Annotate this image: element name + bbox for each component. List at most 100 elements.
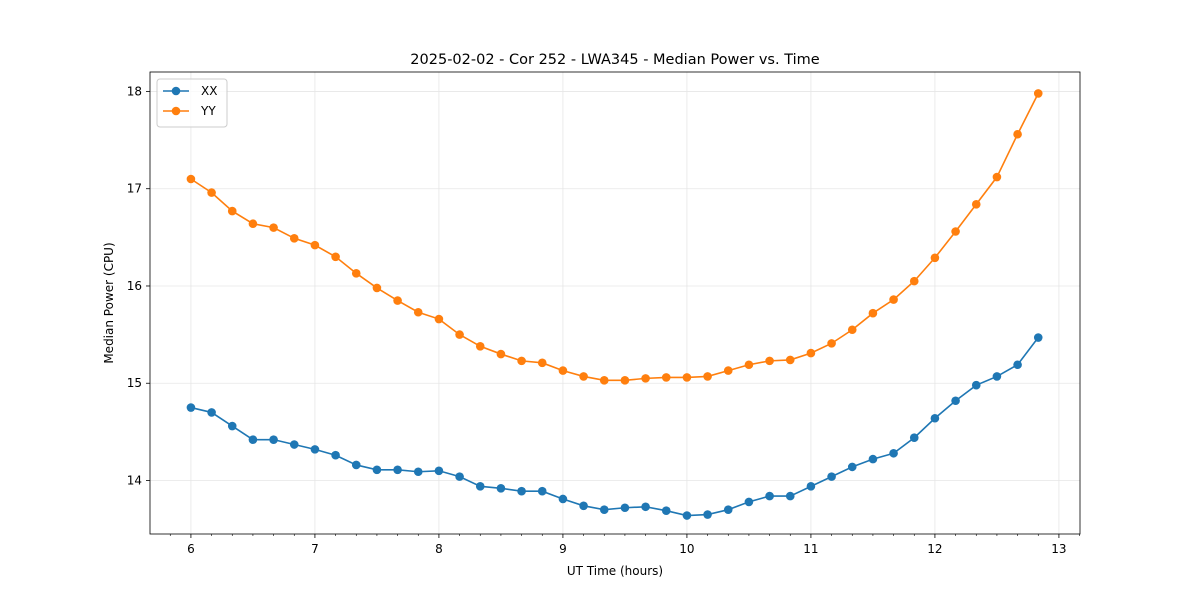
data-point-yy	[723, 366, 733, 375]
legend-entry-xx: XX	[163, 84, 217, 98]
data-point-yy	[1033, 89, 1043, 98]
axes: 6 7 8 9 10 11 12 13 14 15 16 17 18	[127, 84, 1080, 556]
x-tick-label: 10	[679, 542, 694, 556]
data-point-xx	[393, 465, 402, 475]
data-point-xx	[434, 466, 444, 476]
data-point-xx	[847, 462, 857, 472]
data-point-xx	[289, 440, 299, 449]
data-point-yy	[496, 349, 506, 359]
data-point-yy	[455, 330, 464, 339]
data-point-xx	[682, 511, 692, 520]
data-point-xx	[331, 450, 340, 460]
x-tick-label: 12	[927, 542, 942, 556]
legend-entry-yy: YY	[163, 104, 216, 118]
data-point-xx	[641, 502, 650, 512]
grid	[150, 72, 1080, 534]
legend-label: XX	[201, 84, 217, 98]
chart-title: 2025-02-02 - Cor 252 - LWA345 - Median P…	[410, 52, 819, 68]
data-point-yy	[186, 174, 196, 184]
data-point-yy	[331, 252, 340, 262]
data-point-xx	[661, 506, 671, 515]
series-layer	[186, 89, 1043, 520]
plot-frame	[149, 71, 1081, 535]
data-point-yy	[806, 348, 816, 358]
data-point-xx	[930, 413, 940, 423]
data-point-yy	[889, 295, 898, 304]
data-point-yy	[868, 308, 878, 318]
data-point-yy	[372, 283, 382, 293]
data-point-xx	[868, 454, 878, 464]
data-point-xx	[517, 486, 526, 496]
data-point-yy	[517, 356, 526, 366]
data-point-xx	[372, 465, 382, 475]
y-axis-label: Median Power (CPU)	[102, 242, 116, 363]
data-point-yy	[930, 253, 940, 263]
data-point-xx	[599, 505, 609, 514]
data-point-xx	[889, 448, 898, 458]
x-tick-label: 11	[803, 542, 818, 556]
data-point-xx	[455, 472, 464, 481]
data-point-yy	[207, 188, 216, 197]
data-point-yy	[971, 199, 981, 209]
y-tick-label: 17	[127, 182, 142, 196]
data-point-yy	[248, 219, 258, 229]
y-tick-label: 14	[127, 474, 142, 488]
x-tick-label: 8	[435, 542, 443, 556]
data-point-yy	[269, 223, 278, 232]
data-point-yy	[785, 355, 795, 365]
data-point-yy	[951, 227, 960, 236]
data-point-yy	[765, 356, 774, 366]
data-point-yy	[579, 372, 588, 381]
data-point-yy	[847, 325, 857, 335]
data-point-xx	[248, 435, 258, 444]
data-point-xx	[620, 503, 630, 513]
data-point-xx	[971, 380, 981, 390]
data-point-yy	[393, 296, 402, 305]
data-point-xx	[765, 491, 774, 501]
data-point-xx	[744, 497, 754, 507]
data-point-yy	[227, 206, 237, 216]
data-point-yy	[661, 373, 671, 382]
data-point-xx	[703, 510, 712, 519]
data-point-yy	[703, 372, 712, 381]
data-point-xx	[413, 467, 423, 477]
data-point-xx	[951, 396, 960, 406]
data-point-yy	[1013, 129, 1022, 139]
x-tick-label: 13	[1051, 542, 1066, 556]
x-tick-label: 9	[559, 542, 567, 556]
data-point-yy	[351, 269, 361, 278]
legend-marker	[171, 86, 181, 96]
data-point-xx	[310, 445, 320, 454]
data-point-yy	[413, 307, 423, 317]
data-point-xx	[475, 482, 485, 491]
data-point-yy	[827, 339, 836, 348]
data-point-yy	[599, 376, 609, 385]
data-point-yy	[310, 240, 320, 250]
data-point-yy	[537, 358, 547, 368]
data-point-xx	[579, 501, 588, 511]
data-point-xx	[806, 482, 816, 491]
series-yy	[186, 89, 1043, 385]
data-point-yy	[909, 276, 919, 286]
data-point-xx	[186, 403, 196, 412]
data-point-yy	[620, 376, 630, 385]
data-point-xx	[537, 486, 547, 496]
y-tick-label: 16	[127, 279, 142, 293]
data-point-yy	[641, 374, 650, 383]
data-point-yy	[289, 234, 299, 243]
data-point-xx	[227, 421, 237, 431]
x-tick-label: 7	[311, 542, 319, 556]
data-point-yy	[434, 314, 444, 324]
series-xx	[186, 333, 1043, 520]
y-tick-label: 15	[127, 376, 142, 390]
data-point-xx	[827, 472, 836, 481]
x-axis-label: UT Time (hours)	[567, 564, 663, 578]
legend-marker	[171, 106, 181, 116]
data-point-xx	[269, 435, 278, 444]
data-point-xx	[351, 460, 361, 470]
y-tick-label: 18	[127, 84, 142, 98]
data-point-xx	[1013, 360, 1022, 370]
data-point-yy	[682, 373, 692, 382]
data-point-xx	[785, 491, 795, 501]
